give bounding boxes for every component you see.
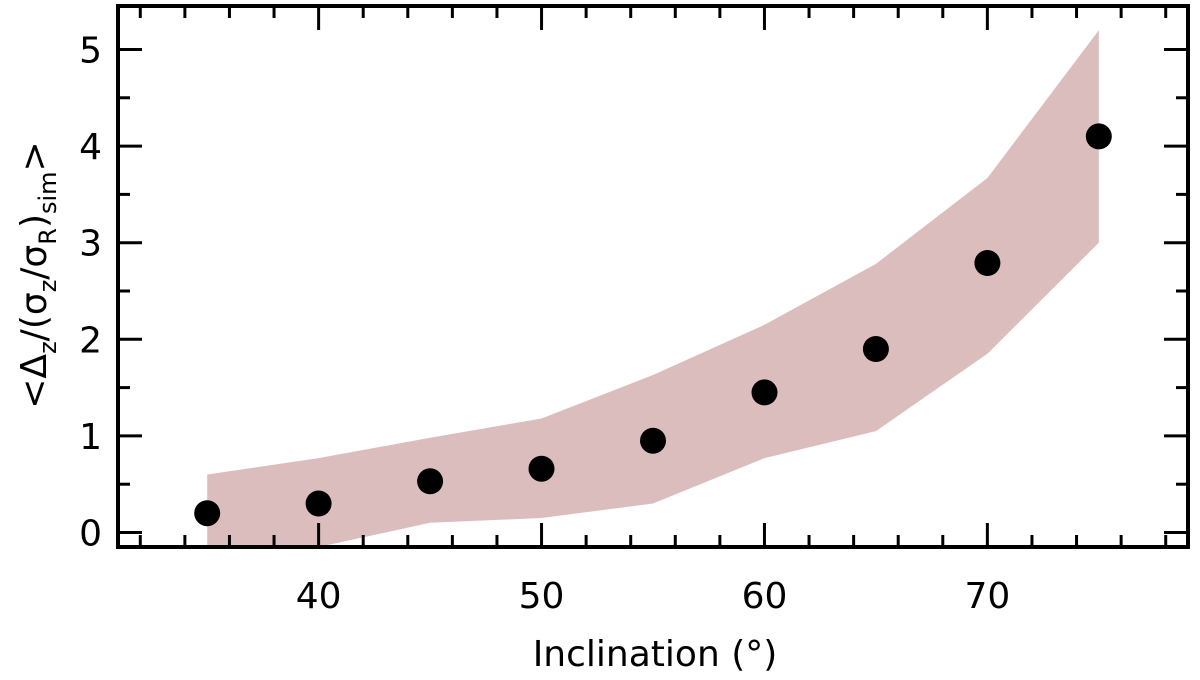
y-title-open: < [14,379,55,409]
x-tick-label: 40 [296,576,342,617]
y-title-slash1: /( [14,315,55,341]
data-point [862,336,889,362]
plot-frame [116,4,1190,549]
y-title-slash2: / [14,267,55,280]
confidence-band [207,30,1099,547]
y-tick-label: 2 [79,320,102,361]
x-tick-label: 50 [519,576,565,617]
x-tick-label: 60 [742,576,788,617]
x-tick-label: 70 [964,576,1010,617]
y-title-delta: Δ [14,354,55,379]
data-point [1085,123,1112,150]
y-title-sigma2: σ [14,245,55,268]
y-title-close: > [14,141,55,171]
y-tick-label: 4 [79,127,102,168]
x-axis-title: Inclination (°) [533,634,778,675]
y-title-delta-sub: z [34,341,62,354]
y-tick-label: 1 [79,417,102,458]
y-title-sim-sub: sim [34,171,62,214]
y-title-sigma1: σ [14,292,55,315]
data-point [305,490,332,517]
y-title-close-paren: ) [14,214,55,228]
y-axis-title: <Δz/(σz/σR)sim> [14,141,62,408]
y-title-sigma2-sub: R [34,228,62,245]
data-point [640,427,666,454]
y-title-sigma1-sub: z [34,280,62,293]
data-point [417,468,444,495]
data-point [528,455,555,482]
data-point [751,379,778,406]
y-tick-label: 0 [79,514,102,555]
data-point [194,500,221,527]
y-tick-label: 3 [79,224,102,265]
data-point [974,250,1001,276]
y-tick-label: 5 [79,31,102,72]
